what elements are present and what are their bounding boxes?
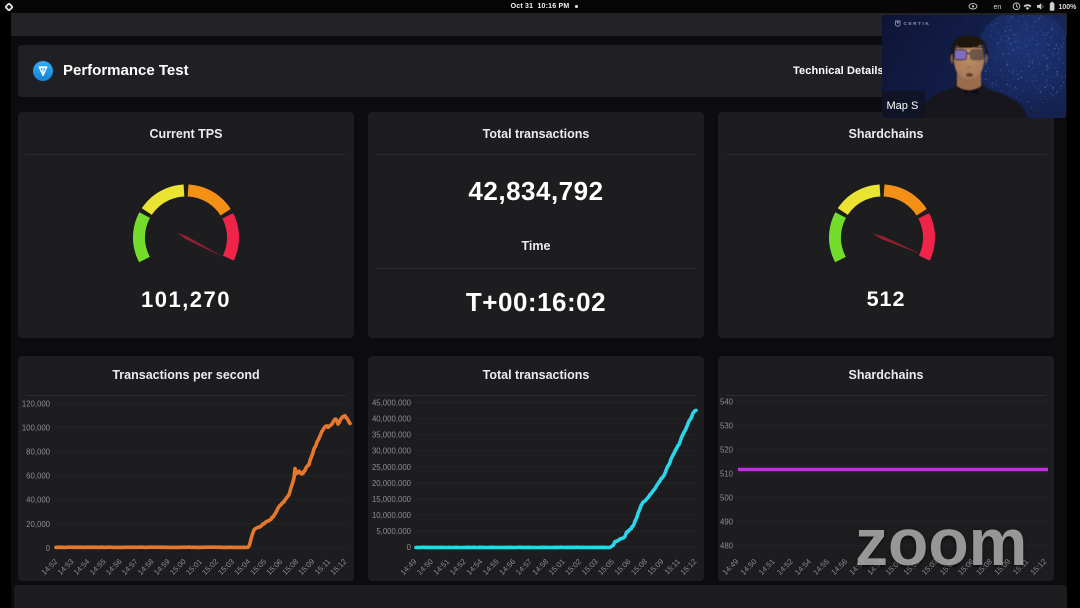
svg-text:25,000,000: 25,000,000 xyxy=(372,463,412,472)
svg-text:14:56: 14:56 xyxy=(104,557,124,577)
svg-text:80,000: 80,000 xyxy=(26,448,51,457)
svg-text:100%: 100% xyxy=(1059,4,1078,11)
svg-text:35,000,000: 35,000,000 xyxy=(372,431,412,440)
svg-text:14:55: 14:55 xyxy=(481,557,501,577)
svg-text:15:11: 15:11 xyxy=(313,557,332,576)
svg-text:30,000,000: 30,000,000 xyxy=(372,447,412,456)
svg-text:15:06: 15:06 xyxy=(264,557,284,577)
svg-text:15:02: 15:02 xyxy=(563,557,583,577)
svg-text:14:56: 14:56 xyxy=(497,557,517,577)
svg-text:14:52: 14:52 xyxy=(448,557,468,577)
svg-text:14:52: 14:52 xyxy=(40,557,60,577)
svg-text:15:09: 15:09 xyxy=(297,557,317,577)
svg-text:15:04: 15:04 xyxy=(232,557,252,577)
svg-text:15:08: 15:08 xyxy=(280,557,300,577)
svg-text:0: 0 xyxy=(407,543,412,552)
svg-text:520: 520 xyxy=(720,445,734,454)
svg-text:15:09: 15:09 xyxy=(646,557,666,577)
svg-text:45,000,000: 45,000,000 xyxy=(372,399,412,408)
svg-text:14:55: 14:55 xyxy=(811,557,831,577)
svg-text:15:01: 15:01 xyxy=(184,557,204,577)
svg-text:Map S: Map S xyxy=(887,100,919,112)
svg-text:14:50: 14:50 xyxy=(415,557,435,577)
svg-text:14:54: 14:54 xyxy=(793,557,813,577)
svg-text:5,000,000: 5,000,000 xyxy=(376,527,411,536)
svg-text:15:06: 15:06 xyxy=(613,557,633,577)
svg-text:14:53: 14:53 xyxy=(56,557,76,577)
svg-text:15:02: 15:02 xyxy=(200,557,220,577)
svg-text:20,000,000: 20,000,000 xyxy=(372,479,412,488)
svg-text:15:11: 15:11 xyxy=(663,557,682,576)
svg-text:14:58: 14:58 xyxy=(530,557,550,577)
svg-text:480: 480 xyxy=(720,541,734,550)
svg-text:20,000: 20,000 xyxy=(26,520,51,529)
svg-text:15:05: 15:05 xyxy=(248,557,268,577)
svg-text:15:12: 15:12 xyxy=(329,557,349,577)
svg-text:15:12: 15:12 xyxy=(1029,557,1049,577)
svg-text:15:01: 15:01 xyxy=(547,557,567,577)
svg-text:15:03: 15:03 xyxy=(580,557,600,577)
svg-text:40,000: 40,000 xyxy=(26,496,51,505)
svg-text:14:54: 14:54 xyxy=(72,557,92,577)
svg-text:15:03: 15:03 xyxy=(216,557,236,577)
svg-text:100,000: 100,000 xyxy=(22,423,51,432)
svg-text:en: en xyxy=(994,4,1002,11)
svg-text:0: 0 xyxy=(46,544,51,553)
svg-text:14:54: 14:54 xyxy=(465,557,485,577)
svg-text:490: 490 xyxy=(720,517,734,526)
svg-text:60,000: 60,000 xyxy=(26,472,51,481)
svg-text:15,000,000: 15,000,000 xyxy=(372,495,412,504)
svg-text:500: 500 xyxy=(720,493,734,502)
svg-text:530: 530 xyxy=(720,421,734,430)
svg-text:14:57: 14:57 xyxy=(120,557,140,577)
svg-text:14:56: 14:56 xyxy=(829,557,849,577)
svg-text:CERTIK: CERTIK xyxy=(904,21,931,27)
svg-text:40,000,000: 40,000,000 xyxy=(372,415,412,424)
svg-text:14:49: 14:49 xyxy=(721,557,741,577)
svg-text:120,000: 120,000 xyxy=(22,399,51,408)
svg-text:14:57: 14:57 xyxy=(514,557,534,577)
svg-text:510: 510 xyxy=(720,469,734,478)
svg-text:14:55: 14:55 xyxy=(88,557,108,577)
svg-text:14:52: 14:52 xyxy=(775,557,795,577)
svg-text:14:59: 14:59 xyxy=(152,557,172,577)
svg-text:14:51: 14:51 xyxy=(432,557,452,577)
svg-text:540: 540 xyxy=(720,397,734,406)
svg-text:14:49: 14:49 xyxy=(399,557,419,577)
svg-text:15:00: 15:00 xyxy=(168,557,188,577)
svg-text:15:08: 15:08 xyxy=(629,557,649,577)
svg-text:15:05: 15:05 xyxy=(596,557,616,577)
svg-text:14:58: 14:58 xyxy=(136,557,156,577)
svg-text:15:12: 15:12 xyxy=(679,557,699,577)
svg-text:10,000,000: 10,000,000 xyxy=(372,511,412,520)
svg-text:14:51: 14:51 xyxy=(757,557,777,577)
svg-text:14:50: 14:50 xyxy=(739,557,759,577)
